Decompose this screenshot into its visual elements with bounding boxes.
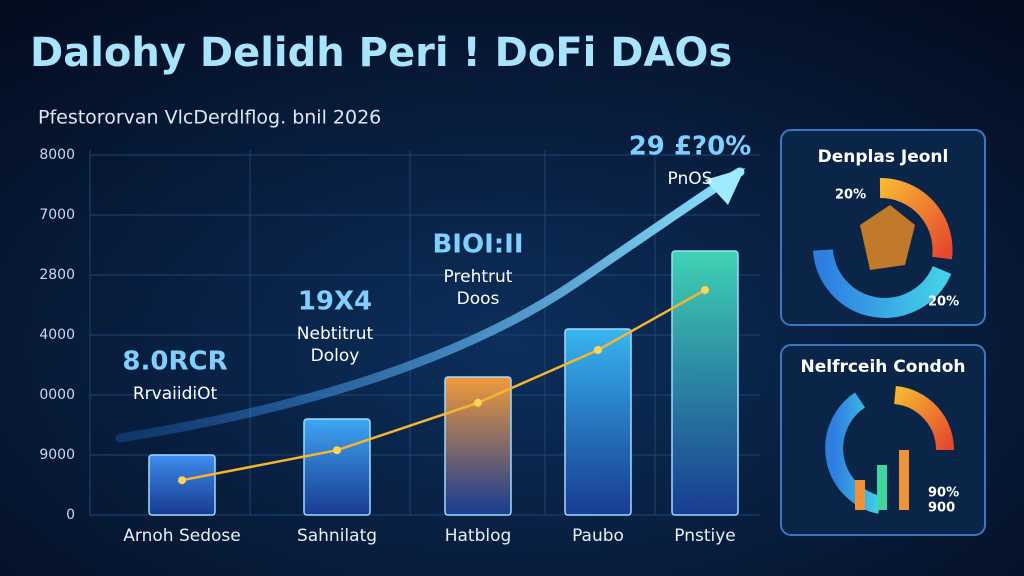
annotation-value: 19X4 <box>298 287 372 317</box>
annotation-text: Prehtrut <box>444 267 513 287</box>
y-tick-label: 4000 <box>39 327 75 343</box>
annotation-value: 8.0RCR <box>122 347 227 377</box>
annotation-value: BIOI:II <box>432 230 523 260</box>
line-point <box>594 346 602 354</box>
bar <box>671 250 739 516</box>
annotation-text: Doos <box>457 289 500 309</box>
mini-bar <box>899 450 909 510</box>
panel-label: 20% <box>928 295 959 310</box>
line-point <box>474 398 482 407</box>
panel <box>780 344 986 536</box>
x-tick-label: Hatblog <box>445 526 512 546</box>
mini-bar <box>877 465 887 510</box>
y-tick-label: 0000 <box>39 387 75 403</box>
y-tick-label: 7000 <box>39 207 75 223</box>
donut-arc <box>893 386 955 451</box>
panel-title: Nelfrceih Condoh <box>800 357 965 377</box>
panel-label: 20% <box>835 188 866 203</box>
x-tick-label: Pnstiye <box>674 526 736 546</box>
arrow-head <box>705 168 745 205</box>
trend-arrow <box>115 167 745 443</box>
mini-bar <box>855 480 865 510</box>
cube-icon <box>860 205 915 270</box>
annotation-text: Doloy <box>311 346 360 366</box>
bar <box>444 376 512 516</box>
annotation-value: 29 £?0% <box>629 132 752 162</box>
chart-subtitle: Pfestororvan VlcDerdlflog. bnil 2026 <box>38 107 381 129</box>
annotation-text: PnOS <box>668 169 713 189</box>
annotation-text: RrvaiidiOt <box>133 384 218 404</box>
line-point <box>178 476 186 485</box>
line-point <box>333 446 341 455</box>
donut-arc <box>813 248 952 318</box>
y-tick-label: 9000 <box>39 447 75 463</box>
line-point <box>701 286 709 294</box>
panel-title: Denplas Jeonl <box>818 147 949 167</box>
vertical-grid <box>89 150 656 515</box>
chart-title: Dalohy Delidh Peri ! DoFi DAOs <box>30 30 732 76</box>
bar <box>303 418 371 516</box>
x-tick-label: Paubo <box>572 526 624 546</box>
x-tick-label: Arnoh Sedose <box>123 526 240 546</box>
annotation-text: Nebtitrut <box>297 324 374 344</box>
y-tick-label: 8000 <box>39 147 75 163</box>
x-tick-label: Sahnilatg <box>297 526 377 546</box>
donut-arc <box>879 177 953 260</box>
bar <box>564 328 632 516</box>
bar <box>148 454 216 516</box>
panel-label: 90% <box>928 486 959 501</box>
panel-label: 900 <box>928 501 955 516</box>
y-tick-label: 2800 <box>39 267 75 283</box>
y-tick-label: 0 <box>66 507 75 523</box>
